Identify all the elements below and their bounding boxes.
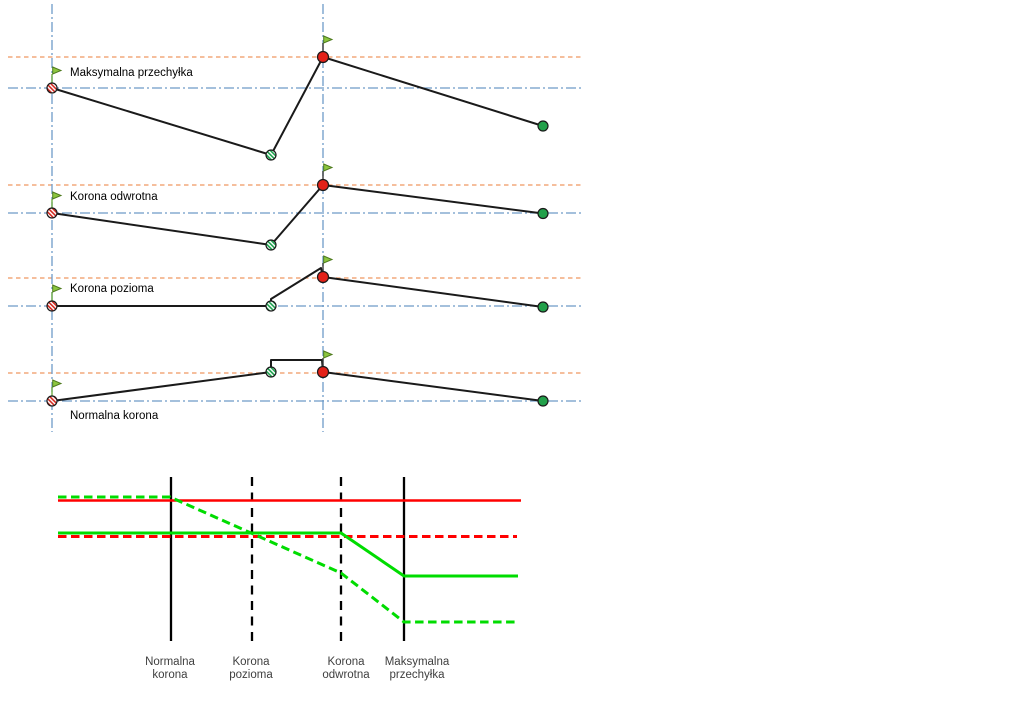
marker-solid-green (537, 301, 549, 313)
flag-icon (52, 191, 63, 200)
marker-solid-red (316, 50, 330, 64)
green-dashed-line (58, 495, 518, 624)
station-label: przechyłka (390, 669, 446, 681)
section-label: Maksymalna przechyłka (70, 67, 193, 79)
cross-section-outline (51, 359, 544, 402)
marker-hatched-red (46, 82, 58, 94)
station-label: Normalna (145, 656, 195, 668)
marker-hatched-red (46, 207, 58, 219)
marker-solid-red (316, 270, 330, 284)
marker-hatched-red (46, 395, 58, 407)
marker-hatched-green (265, 366, 277, 378)
marker-hatched-green (265, 149, 277, 161)
station-label: Maksymalna (385, 656, 450, 668)
marker-solid-red (316, 365, 330, 379)
flag-icon (323, 255, 334, 264)
station-label: korona (152, 669, 188, 681)
marker-hatched-green (265, 300, 277, 312)
station-label: pozioma (229, 669, 273, 681)
cross-section-outline (51, 56, 544, 156)
cross-section-outline (52, 267, 544, 308)
section-label: Korona odwrotna (70, 191, 158, 203)
marker-solid-green (537, 120, 549, 132)
marker-hatched-green (265, 239, 277, 251)
flag-icon (52, 379, 63, 388)
marker-solid-green (537, 395, 549, 407)
marker-hatched-red (46, 300, 58, 312)
station-label: Korona (232, 656, 270, 668)
marker-solid-green (537, 207, 549, 220)
station-label: odwrotna (322, 669, 370, 681)
flag-icon (323, 163, 334, 172)
station-label: Korona (327, 656, 365, 668)
section-label: Korona pozioma (70, 283, 154, 295)
flag-icon (52, 284, 63, 293)
flag-icon (323, 350, 334, 359)
flag-icon (323, 35, 334, 44)
section-label: Normalna korona (70, 410, 159, 422)
marker-solid-red (316, 178, 330, 192)
green-solid-line (58, 531, 518, 578)
flag-icon (52, 66, 63, 75)
cross-section-outline (51, 184, 544, 246)
